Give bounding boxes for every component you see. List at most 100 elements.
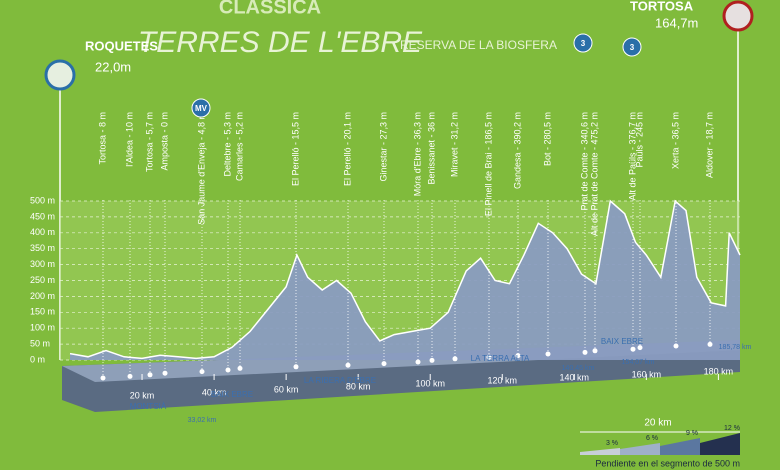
waypoint-label: El Perelló - 15,5 m — [290, 112, 300, 186]
waypoint-dot — [225, 367, 231, 373]
y-tick-label: 300 m — [30, 259, 55, 269]
y-tick-label: 400 m — [30, 227, 55, 237]
y-tick-label: 100 m — [30, 323, 55, 333]
region-label: BAIX EBRE — [211, 390, 253, 399]
start-flag — [44, 59, 76, 360]
waypoint-dot — [237, 365, 243, 371]
waypoint-label: Alt de Prat de Comte - 475,2 m — [589, 112, 599, 236]
finish-name: TORTOSA — [630, 0, 694, 13]
badge-label: 3 — [581, 39, 586, 48]
badge — [573, 33, 593, 53]
waypoint-dot — [637, 345, 643, 351]
waypoint-dot — [345, 362, 351, 368]
tagline: RESERVA DE LA BIOSFERA — [400, 38, 557, 52]
x-tick-label: 100 km — [415, 378, 445, 388]
waypoint-label: Miravet - 31,2 m — [449, 112, 459, 177]
waypoint-dot — [707, 341, 713, 347]
legend-swatch — [580, 448, 620, 455]
waypoint-dot — [582, 349, 588, 355]
waypoint-label: Benissanet - 36 m — [426, 112, 436, 185]
waypoint-dot — [592, 348, 598, 354]
waypoint-dot — [515, 353, 521, 359]
x-tick-label: 180 km — [704, 366, 734, 376]
waypoint-label: Tortosa - 5,7 m — [144, 112, 154, 172]
waypoint-label: Paüls - 245 m — [634, 112, 644, 168]
waypoint-dot — [162, 370, 168, 376]
waypoint-dot — [127, 373, 133, 379]
badge — [622, 37, 642, 57]
legend-swatch — [620, 443, 660, 455]
subtitle: TERRES DE L'EBRE — [138, 26, 423, 59]
legend-step: 3 % — [606, 440, 618, 447]
waypoint-label: Prat de Comte - 340,6 m — [579, 112, 589, 211]
waypoint-label: Ginestar - 27,3 m — [378, 112, 388, 182]
waypoint-label: Deltebre - 5,3 m — [222, 112, 232, 177]
waypoint-label: Alt de Paüls - 376,7 m — [627, 112, 637, 201]
waypoint-label: Amposta - 0 m — [159, 112, 169, 171]
waypoint-dot — [415, 359, 421, 365]
region-label: BAIX EBRE — [601, 337, 643, 346]
waypoint-label: Móra d'Ebre - 36,3 m — [412, 112, 422, 196]
waypoint-label: Camarles - 5,2 m — [234, 112, 244, 181]
waypoint-label: El Pinell de Brai - 186,5 m — [483, 112, 493, 216]
legend-swatch — [660, 438, 700, 455]
y-tick-label: 500 m — [30, 195, 55, 205]
waypoint-dot — [630, 346, 636, 352]
distance-marker: 33,02 km — [188, 417, 217, 424]
scale-label: 20 km — [644, 418, 671, 429]
waypoint-dot — [545, 351, 551, 357]
legend-step: 9 % — [686, 430, 698, 437]
x-tick-label: 40 km — [202, 387, 227, 397]
legend-step: 12 % — [724, 425, 740, 432]
y-tick-label: 0 m — [30, 354, 45, 364]
waypoint-dot — [147, 372, 153, 378]
waypoint-dot — [199, 369, 205, 375]
region-label: LA TERRA ALTA — [471, 354, 530, 363]
region-label: LA RIBERA D'EBRE — [304, 376, 376, 385]
badge-label: 3 — [630, 43, 635, 52]
x-tick-label: 160 km — [632, 369, 662, 379]
distance-marker: 154,07 km — [622, 359, 655, 366]
legend-step: 6 % — [646, 435, 658, 442]
waypoint-label: l'Aldea - 10 m — [124, 112, 134, 167]
start-name: ROQUETES — [85, 38, 158, 53]
finish-elevation: 164,7m — [655, 15, 698, 30]
region-label: MONTSIÀ — [130, 402, 167, 411]
waypoint-label: Gandesa - 390,2 m — [512, 112, 522, 189]
y-tick-label: 350 m — [30, 243, 55, 253]
waypoint-dot — [486, 354, 492, 360]
waypoint-label: Aldover - 18,7 m — [704, 112, 714, 178]
waypoint-label: Bot - 280,5 m — [542, 112, 552, 166]
legend-title: Pendiente en el segmento de 500 m — [595, 458, 740, 468]
waypoint-label: San Jaume d'Enveja - 4,8 m — [196, 112, 206, 225]
legend-swatch — [700, 433, 740, 455]
y-tick-label: 200 m — [30, 291, 55, 301]
y-tick-label: 450 m — [30, 211, 55, 221]
finish-flag — [722, 0, 754, 255]
waypoint-dot — [381, 361, 387, 367]
distance-marker: 140,45 km — [562, 365, 595, 372]
waypoint-dot — [429, 357, 435, 363]
y-tick-label: 50 m — [30, 338, 50, 348]
badge-label: MV — [195, 104, 208, 113]
x-tick-label: 140 km — [560, 372, 590, 382]
title: CLASSICA — [219, 0, 321, 18]
waypoint-label: Tortosa - 8 m — [97, 112, 107, 165]
start-elevation: 22,0m — [95, 59, 131, 74]
y-tick-label: 150 m — [30, 307, 55, 317]
profile-fill — [70, 201, 740, 360]
profile-line — [69, 199, 741, 360]
x-tick-label: 80 km — [346, 381, 371, 391]
waypoint-label: El Perelló - 20,1 m — [342, 112, 352, 186]
waypoint-label: Xerta - 36,5 m — [670, 112, 680, 169]
y-tick-label: 250 m — [30, 275, 55, 285]
x-tick-label: 20 km — [130, 390, 155, 400]
waypoint-dot — [452, 356, 458, 362]
x-tick-label: 120 km — [488, 375, 518, 385]
waypoint-dot — [100, 375, 106, 381]
x-tick-label: 60 km — [274, 384, 299, 394]
waypoint-dot — [673, 343, 679, 349]
distance-marker: 185,78 km — [719, 344, 752, 351]
badge — [191, 98, 211, 118]
